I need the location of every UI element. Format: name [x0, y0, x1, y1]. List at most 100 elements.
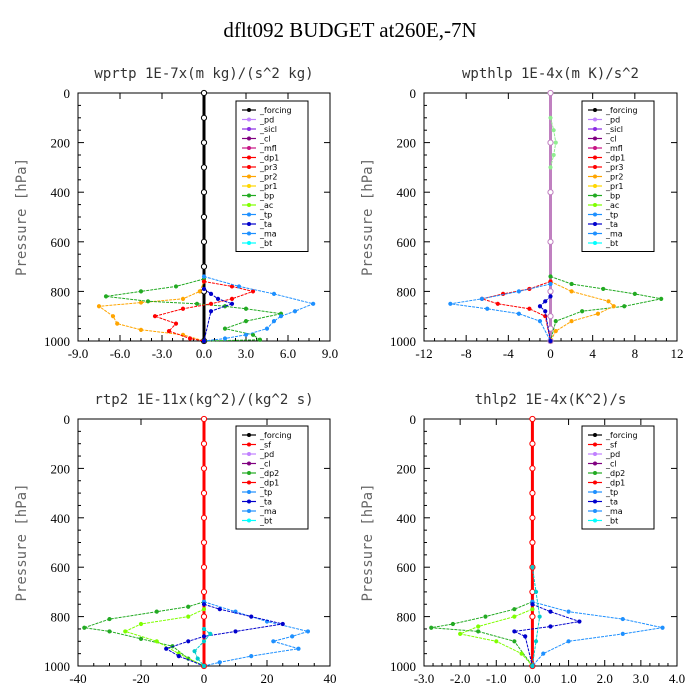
series-point [200, 189, 208, 196]
x-tick-label: 12 [671, 346, 684, 361]
x-tick-label: 0 [547, 346, 554, 361]
series-point [529, 514, 536, 521]
y-tick-label: 200 [397, 461, 417, 476]
legend-label: _pr3 [259, 163, 277, 172]
series-point [264, 326, 270, 331]
legend-marker [593, 108, 597, 112]
series-point [166, 328, 172, 334]
series-point [529, 415, 536, 423]
x-tick-label: 4 [589, 346, 596, 361]
series-point [512, 614, 517, 619]
series-point [200, 164, 208, 171]
series-point [82, 625, 87, 630]
legend-marker [247, 108, 251, 112]
series-point [530, 565, 535, 570]
series-point [547, 238, 554, 245]
series-point [548, 624, 553, 629]
series-point [448, 301, 453, 306]
legend-label: _dp1 [605, 154, 625, 163]
series-line [84, 601, 205, 667]
series-point [495, 301, 500, 306]
series-point [138, 621, 144, 627]
series-point [632, 291, 637, 296]
x-tick-label: 1.0 [560, 671, 576, 686]
series-point [200, 263, 208, 270]
legend-marker [247, 193, 251, 198]
series-line [550, 276, 662, 342]
series-point [107, 616, 112, 622]
series-point [660, 625, 665, 630]
series-point [200, 514, 208, 521]
series-point [543, 309, 548, 314]
series-point [529, 465, 536, 472]
series-point [553, 319, 558, 324]
y-tick-label: 800 [51, 610, 71, 625]
series-point [547, 89, 554, 97]
main-title: dflt092 BUDGET at260E,-7N [223, 18, 477, 42]
x-tick-label: -3.0 [152, 346, 173, 361]
legend-label: _ma [605, 230, 623, 239]
series-line [164, 603, 283, 667]
y-tick-label: 400 [397, 185, 417, 200]
series-point [271, 291, 277, 296]
series-point [516, 311, 521, 316]
legend-marker [593, 241, 597, 245]
legend-marker [247, 480, 251, 485]
series-point [200, 213, 208, 221]
series-point [519, 651, 524, 656]
series-point [483, 614, 488, 619]
legend-label: _pd [259, 450, 274, 459]
x-tick-label: 8 [632, 346, 639, 361]
series-point [620, 631, 625, 636]
y-tick-label: 1000 [44, 659, 70, 674]
series-point [305, 629, 311, 634]
series-point [533, 589, 539, 595]
series-point [222, 336, 228, 341]
legend-label: _ac [259, 201, 273, 210]
legend-marker [247, 442, 251, 447]
series-point [547, 139, 554, 146]
series-point [201, 634, 207, 639]
series-point [200, 415, 208, 423]
series-point [201, 663, 207, 669]
legend-marker [593, 433, 597, 437]
legend-label: _dp1 [259, 479, 279, 488]
x-tick-label: -3.0 [414, 671, 435, 686]
series-point [145, 299, 151, 304]
series-point [547, 189, 554, 196]
legend-label: _tp [605, 211, 618, 220]
series-point [271, 319, 277, 324]
y-tick-label: 600 [51, 235, 71, 250]
legend-label: _bt [259, 517, 272, 526]
series-point [580, 309, 585, 314]
series-point [530, 663, 535, 669]
series-line [480, 281, 551, 342]
legend-marker [247, 452, 251, 456]
series-point [208, 631, 213, 636]
x-tick-label: 9.0 [322, 346, 338, 361]
legend-label: _cl [605, 460, 617, 469]
legend-marker [593, 174, 597, 179]
legend-label: _dp1 [259, 154, 279, 163]
series-point [296, 646, 301, 651]
series-point [271, 639, 276, 644]
series-point [195, 656, 200, 661]
series-point [551, 152, 556, 158]
series-point [569, 281, 574, 287]
legend-marker [247, 155, 251, 160]
x-tick-label: 3.0 [238, 346, 254, 361]
y-tick-label: 200 [51, 461, 71, 476]
y-axis-title: Pressure [hPa] [360, 158, 376, 276]
legend-marker [247, 203, 251, 207]
y-tick-label: 400 [51, 185, 71, 200]
legend-marker [247, 117, 251, 122]
series-point [200, 613, 208, 620]
x-tick-label: -9.0 [68, 346, 89, 361]
x-tick-label: 40 [324, 671, 337, 686]
legend-label: _pr1 [259, 182, 277, 191]
series-point [516, 289, 521, 294]
legend-marker [593, 117, 597, 122]
y-tick-label: 200 [51, 136, 71, 151]
y-tick-label: 800 [51, 284, 71, 299]
legend-marker [593, 518, 597, 523]
